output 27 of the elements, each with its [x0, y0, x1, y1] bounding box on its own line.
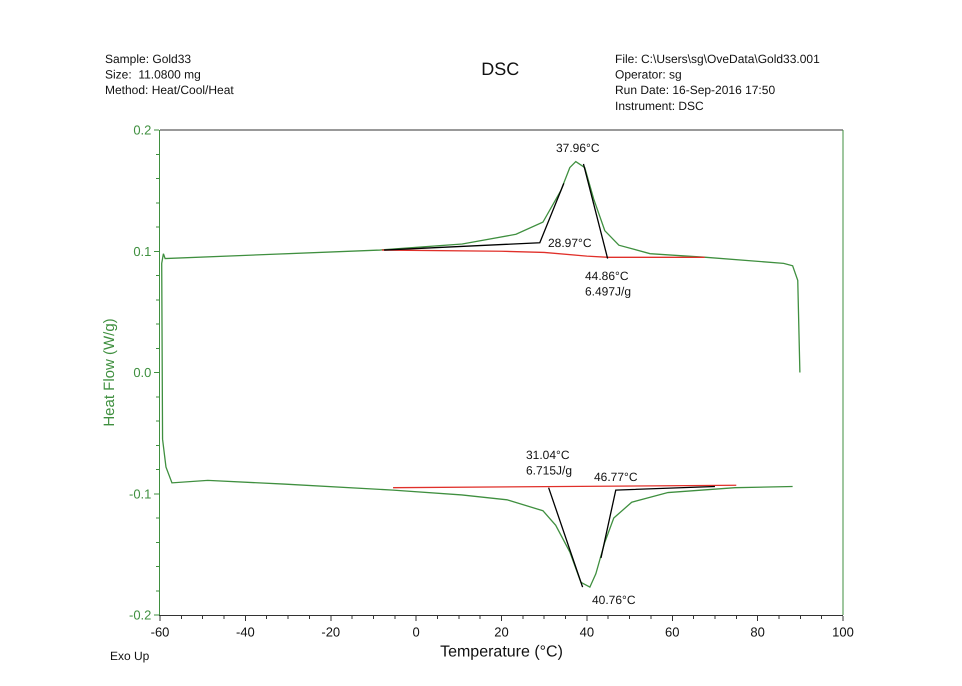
- annotation: 46.77°C: [594, 470, 638, 484]
- text: Exo Up: [110, 649, 150, 663]
- annotation: 37.96°C: [556, 141, 600, 155]
- annotation: 31.04°C 6.715J/g: [526, 448, 572, 478]
- y-tick-label: -0.2: [128, 608, 152, 623]
- chart-title: DSC: [481, 58, 520, 79]
- y-tick-label: 0.1: [133, 244, 152, 259]
- annotation: 28.97°C: [548, 236, 592, 250]
- text: Sample: Gold33 Size: 11.0800 mg Method: Heat/Cool/Heat: [105, 52, 234, 98]
- x-tick-label: -40: [236, 624, 255, 640]
- x-tick-label: -20: [321, 624, 340, 640]
- x-tick-label: -60: [150, 624, 170, 640]
- y-tick-label: -0.1: [128, 486, 152, 502]
- x-tick-label: 0: [412, 624, 420, 640]
- x-axis-title: Temperature (°C): [440, 643, 563, 660]
- line-series: [381, 249, 706, 258]
- annotation: 40.76°C: [592, 593, 636, 607]
- x-tick-label: 40: [580, 624, 594, 640]
- y-tick-label: 0.2: [133, 122, 152, 138]
- x-tick-label: 80: [750, 624, 765, 640]
- x-tick-label: 60: [665, 624, 680, 640]
- y-axis-title: Heat Flow (W/g): [101, 318, 118, 427]
- y-tick-label: 0.0: [133, 365, 152, 380]
- x-tick-label: 20: [494, 624, 509, 640]
- annotation: 44.86°C 6.497J/g: [585, 269, 632, 299]
- x-tick-label: 100: [832, 624, 854, 640]
- text: File: C:\Users\sg\OveData\Gold33.001 Operator: sg Run Date: 16-Sep-2016 17:50 Instrument: DSC: [615, 52, 820, 113]
